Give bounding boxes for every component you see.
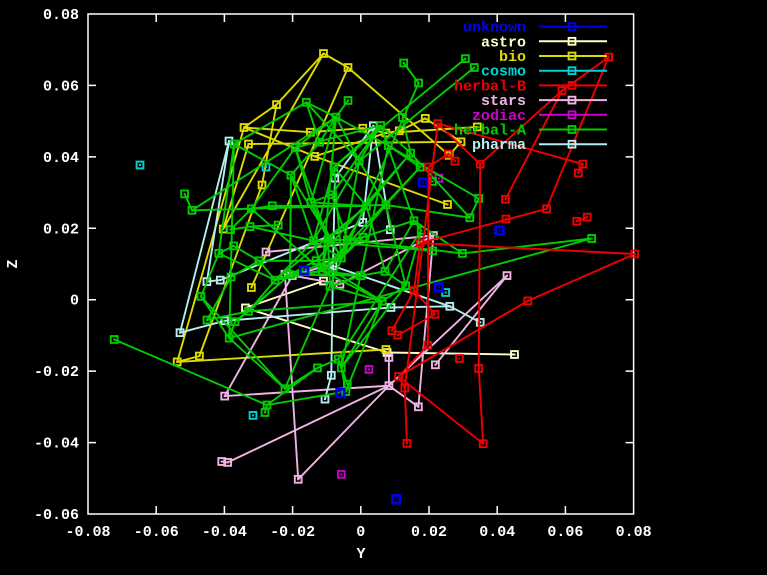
svg-text:zodiac: zodiac: [472, 108, 526, 125]
svg-text:Z: Z: [5, 259, 22, 268]
svg-text:astro: astro: [481, 34, 526, 51]
svg-text:0: 0: [356, 524, 365, 541]
svg-text:-0.06: -0.06: [134, 524, 179, 541]
svg-text:stars: stars: [481, 93, 526, 110]
svg-text:-0.08: -0.08: [65, 524, 110, 541]
svg-text:-0.04: -0.04: [34, 436, 79, 453]
svg-text:-0.02: -0.02: [270, 524, 315, 541]
svg-text:bio: bio: [499, 49, 526, 66]
svg-text:pharma: pharma: [472, 137, 526, 154]
svg-text:Y: Y: [356, 546, 365, 563]
svg-text:-0.06: -0.06: [34, 507, 79, 524]
svg-text:0: 0: [70, 293, 79, 310]
svg-text:-0.02: -0.02: [34, 364, 79, 381]
svg-text:cosmo: cosmo: [481, 64, 526, 81]
svg-text:herbal-B: herbal-B: [454, 78, 526, 95]
svg-text:0.08: 0.08: [616, 524, 652, 541]
svg-text:0.06: 0.06: [43, 78, 79, 95]
svg-text:0.06: 0.06: [547, 524, 583, 541]
svg-text:0.04: 0.04: [43, 150, 79, 167]
svg-text:0.02: 0.02: [411, 524, 447, 541]
svg-text:0.08: 0.08: [43, 7, 79, 24]
svg-text:0.04: 0.04: [479, 524, 515, 541]
svg-text:-0.04: -0.04: [202, 524, 247, 541]
svg-text:0.02: 0.02: [43, 221, 79, 238]
svg-text:herbal-A: herbal-A: [454, 123, 526, 140]
svg-text:unknown: unknown: [463, 20, 526, 37]
